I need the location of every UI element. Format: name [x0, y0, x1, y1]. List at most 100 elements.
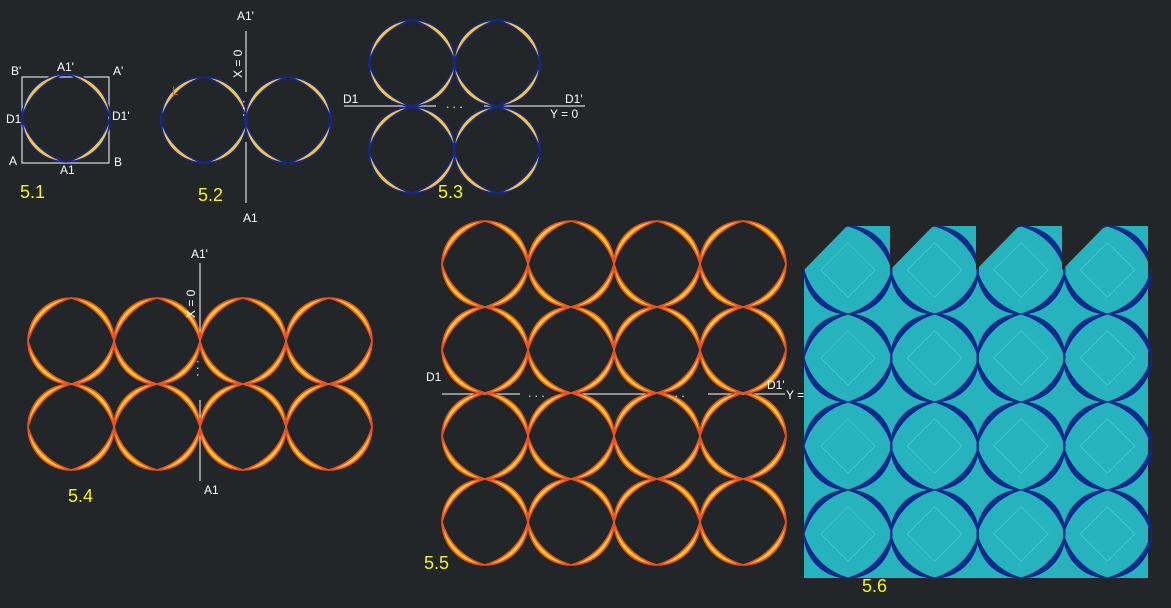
teal-diamond — [1079, 330, 1136, 386]
axis-dots: . . . — [446, 97, 463, 111]
teal-diamond — [906, 330, 963, 386]
crescent-petal — [656, 306, 701, 351]
crescent-petal — [328, 297, 373, 342]
figure-5-2: A1' X = 0 L . . . A1 5.2 — [160, 9, 332, 225]
crescent-petal — [203, 119, 248, 164]
navy-crescent — [976, 445, 1022, 491]
crescent-petal — [160, 119, 205, 164]
label-a1-prime-top: A1' — [191, 247, 208, 261]
navy-crescent — [890, 489, 935, 535]
crescent-petal — [656, 435, 701, 480]
colored-tile — [890, 489, 979, 579]
navy-crescent — [803, 313, 849, 359]
crescent-petal — [156, 426, 201, 471]
crescent-petal — [113, 340, 158, 385]
axis-dots-right: . . . — [668, 386, 685, 400]
crescent-petal — [570, 478, 615, 523]
crescent-petal — [484, 263, 529, 308]
motif-tile — [244, 76, 332, 164]
navy-crescent — [1107, 533, 1152, 579]
label-d1-prime: D1' — [112, 109, 130, 123]
navy-crescent — [1063, 401, 1108, 447]
motif-tile — [21, 73, 111, 163]
navy-crescent — [1107, 489, 1152, 535]
crescent-petal — [287, 119, 332, 164]
crescent-petal — [368, 149, 413, 194]
crescent-petal — [287, 76, 332, 121]
motif-tile — [453, 106, 541, 194]
crescent-petal — [411, 149, 456, 194]
border-notch — [976, 226, 1019, 270]
motif-grid-4x2 — [27, 297, 373, 471]
figure-5-1: B' A1' A' D1 D1' A A1 B 5.1 — [6, 60, 130, 202]
teal-diamond — [906, 418, 963, 474]
crescent-petal — [441, 263, 486, 308]
figure-number-5-4: 5.4 — [68, 486, 93, 506]
motif-tile — [21, 73, 111, 163]
label-b: B — [114, 155, 122, 169]
motif-tile — [368, 106, 456, 194]
navy-crescent — [976, 489, 1022, 535]
crescent-petal — [199, 426, 244, 471]
crescent-petal — [242, 340, 287, 385]
crescent-petal — [484, 435, 529, 480]
crescent-petal — [27, 426, 72, 471]
crescent-petal — [656, 478, 701, 523]
crescent-petal — [742, 478, 787, 523]
navy-crescent — [890, 445, 935, 491]
crescent-petal — [199, 383, 244, 428]
label-d1-prime: D1' — [565, 92, 583, 106]
crescent-petal — [453, 149, 498, 194]
crescent-petal — [70, 426, 115, 471]
label-a1-prime: A1' — [57, 60, 74, 74]
crescent-petal — [656, 263, 701, 308]
crescent-petal — [368, 19, 413, 64]
crescent-petal — [70, 383, 115, 428]
colored-pattern-4x4 — [803, 225, 1171, 579]
crescent-petal — [285, 340, 330, 385]
teal-diamond — [993, 506, 1049, 562]
crescent-petal — [441, 478, 486, 523]
crescent-petal — [613, 478, 658, 523]
motif-row — [160, 76, 332, 164]
motif-tile — [613, 306, 701, 394]
crescent-petal — [484, 306, 529, 351]
navy-crescent — [890, 533, 935, 579]
crescent-petal — [527, 478, 572, 523]
teal-diamond — [820, 418, 876, 474]
motif-tile — [699, 392, 787, 480]
label-l: L — [172, 84, 179, 98]
motif-tile — [441, 220, 529, 308]
colored-tile — [976, 489, 1066, 579]
crescent-petal — [244, 119, 289, 164]
crescent-petal — [484, 392, 529, 437]
crescent-petal — [285, 426, 330, 471]
motif-tile — [199, 297, 287, 385]
figure-number-5-1: 5.1 — [20, 182, 45, 202]
colored-tile — [1063, 489, 1152, 579]
colored-tile — [890, 313, 979, 403]
crescent-petal — [484, 349, 529, 394]
crescent-petal — [453, 62, 498, 107]
motif-tile — [368, 19, 456, 107]
crescent-petal — [496, 149, 541, 194]
border-notch — [804, 226, 847, 270]
crescent-petal — [613, 392, 658, 437]
navy-crescent — [976, 357, 1022, 403]
crescent-petal — [484, 220, 529, 265]
crescent-petal — [496, 19, 541, 64]
teal-diamond — [1079, 418, 1136, 474]
motif-tile — [113, 383, 201, 471]
crescent-petal — [527, 263, 572, 308]
crescent-petal — [156, 383, 201, 428]
crescent-petal — [411, 62, 456, 107]
label-a1: A1 — [60, 163, 75, 177]
navy-crescent — [1020, 533, 1066, 579]
figure-5-3: D1 . . . D1' Y = 0 5.3 — [343, 19, 585, 202]
crescent-petal — [242, 426, 287, 471]
crescent-petal — [570, 220, 615, 265]
teal-diamond — [993, 242, 1049, 298]
crescent-petal — [613, 220, 658, 265]
border-notch — [890, 226, 933, 270]
colored-tile — [803, 313, 893, 403]
